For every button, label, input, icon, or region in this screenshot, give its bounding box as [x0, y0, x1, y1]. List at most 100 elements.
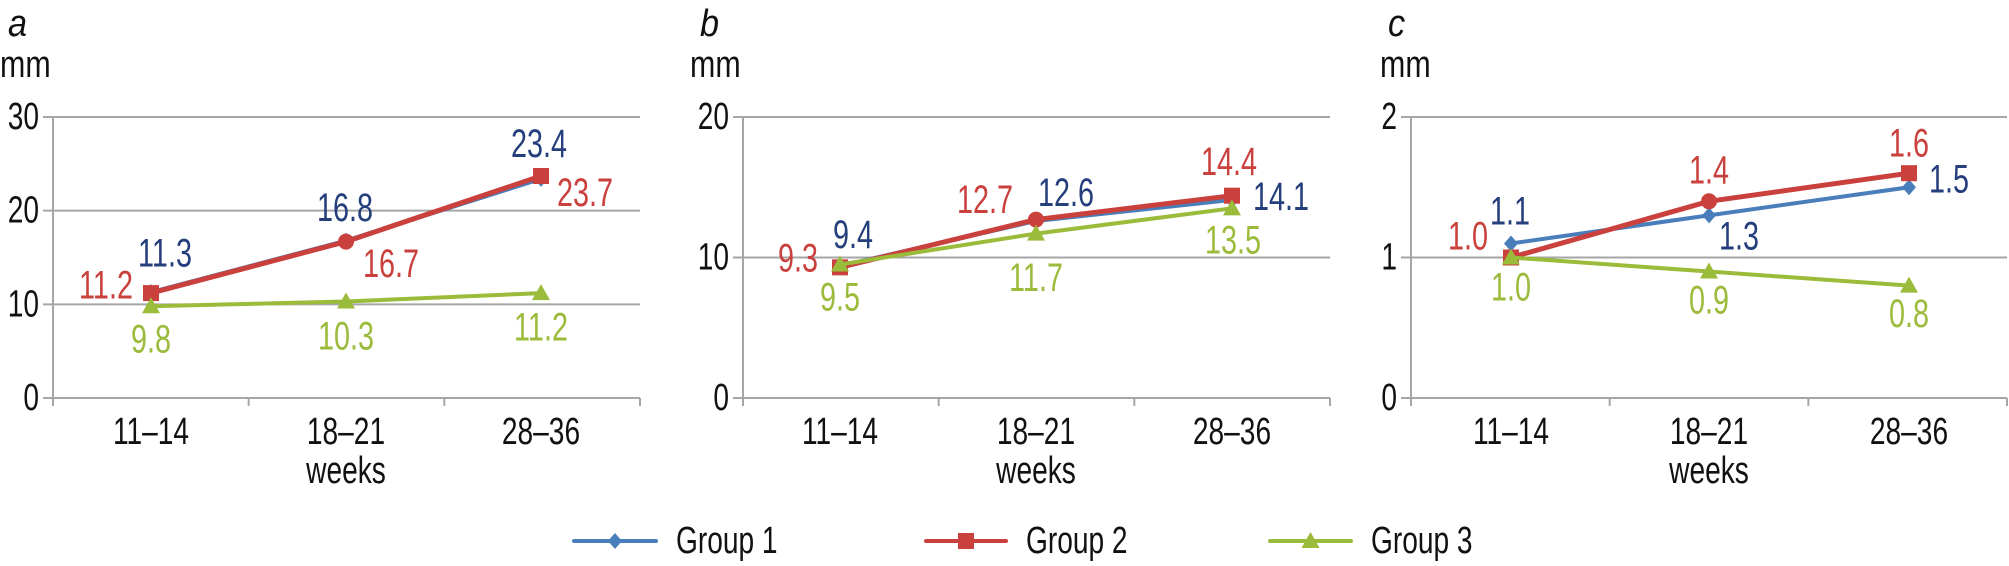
- data-label-group-1-group: 1.5: [1929, 157, 1969, 202]
- y-tick-label: 1: [1381, 236, 1397, 278]
- data-label-group-3: 0.9: [1689, 278, 1729, 323]
- data-label-group-3-group: 10.3: [318, 314, 374, 359]
- y-tick-label: 30: [8, 96, 39, 138]
- y-tick-label-group: 20: [8, 190, 39, 232]
- data-label-group-3: 10.3: [318, 314, 374, 359]
- data-point-group-1: [1902, 179, 1916, 196]
- data-label-group-3-group: 0.9: [1689, 278, 1729, 323]
- y-tick-label: 10: [698, 236, 729, 278]
- data-point-group-2: [1701, 193, 1717, 210]
- y-tick-label: 20: [8, 190, 39, 232]
- square-icon: [958, 533, 974, 549]
- legend-label: Group 3: [1371, 520, 1473, 562]
- data-point-group-3: [1027, 224, 1045, 241]
- data-label-group-1-group: 1.3: [1719, 214, 1759, 259]
- x-tick-label: 18–21: [307, 411, 385, 453]
- data-label-group-3: 9.5: [820, 275, 860, 320]
- y-tick-label-group: 0: [23, 377, 39, 419]
- data-label-group-1: 23.4: [511, 121, 567, 166]
- data-label-group-3-group: 9.8: [131, 317, 171, 362]
- y-tick-label-group: 0: [1381, 377, 1397, 419]
- x-tick-label-group: 18–21: [997, 411, 1075, 453]
- data-label-group-3: 9.8: [131, 317, 171, 362]
- data-label-group-3: 0.8: [1889, 291, 1929, 336]
- data-label-group-2: 1.4: [1689, 148, 1729, 193]
- data-point-group-3: [831, 255, 849, 272]
- data-label-group-3-group: 1.0: [1491, 265, 1531, 310]
- x-tick-label-group: 28–36: [1870, 411, 1948, 453]
- y-axis-label-group: mm: [1380, 44, 1431, 86]
- legend-label-group: Group 2: [1026, 520, 1128, 562]
- x-axis-label: weeks: [1668, 450, 1749, 492]
- x-tick-label: 11–14: [802, 411, 878, 453]
- data-point-group-3: [1900, 276, 1918, 293]
- data-point-group-2: [1224, 187, 1240, 204]
- data-label-group-3-group: 11.2: [514, 305, 568, 350]
- x-tick-label-group: 18–21: [1670, 411, 1748, 453]
- x-axis-label-group: weeks: [1668, 450, 1749, 492]
- data-label-group-2-group: 11.2: [79, 263, 133, 308]
- data-label-group-2: 23.7: [557, 171, 613, 216]
- y-tick-label: 20: [698, 96, 729, 138]
- y-tick-label-group: 1: [1381, 236, 1397, 278]
- data-label-group-2: 11.2: [79, 263, 133, 308]
- x-tick-label-group: 11–14: [1473, 411, 1549, 453]
- x-axis-label-group: weeks: [305, 450, 386, 492]
- y-axis-label: mm: [0, 44, 51, 86]
- y-tick-label-group: 30: [8, 96, 39, 138]
- data-label-group-3-group: 9.5: [820, 275, 860, 320]
- y-tick-label-group: 20: [698, 96, 729, 138]
- data-label-group-3-group: 0.8: [1889, 291, 1929, 336]
- data-label-group-3-group: 13.5: [1205, 218, 1261, 263]
- data-label-group-2: 12.7: [957, 177, 1013, 222]
- data-label-group-3: 1.0: [1491, 265, 1531, 310]
- panel-label: b: [700, 1, 719, 44]
- data-label-group-3-group: 11.7: [1009, 255, 1063, 300]
- data-label-group-1: 12.6: [1038, 171, 1094, 216]
- panel-label: a: [8, 1, 27, 44]
- y-tick-label-group: 2: [1381, 96, 1397, 138]
- data-point-group-1: [1504, 235, 1518, 252]
- x-tick-label: 11–14: [113, 411, 189, 453]
- data-label-group-2: 1.0: [1448, 214, 1488, 259]
- data-point-group-2: [338, 233, 354, 250]
- data-point-group-3: [532, 284, 550, 301]
- data-point-group-1: [1702, 207, 1716, 224]
- x-tick-label: 11–14: [1473, 411, 1549, 453]
- data-label-group-1-group: 9.4: [833, 213, 873, 258]
- data-label-group-1: 16.8: [317, 185, 373, 230]
- data-label-group-2: 14.4: [1201, 139, 1257, 184]
- panel-label-group: a: [8, 1, 27, 44]
- data-label-group-1-group: 16.8: [317, 185, 373, 230]
- y-axis-label: mm: [1380, 44, 1431, 86]
- legend-label-group: Group 3: [1371, 520, 1473, 562]
- data-point-group-3: [337, 292, 355, 309]
- x-tick-label-group: 28–36: [502, 411, 580, 453]
- x-axis-label: weeks: [305, 450, 386, 492]
- x-tick-label: 28–36: [1193, 411, 1271, 453]
- data-label-group-1-group: 11.3: [138, 231, 192, 276]
- data-label-group-2-group: 23.7: [557, 171, 613, 216]
- y-tick-label: 0: [23, 377, 39, 419]
- data-label-group-1-group: 1.1: [1490, 189, 1530, 234]
- data-label-group-1: 1.3: [1719, 214, 1759, 259]
- data-label-group-2-group: 1.6: [1889, 121, 1929, 166]
- data-label-group-1: 1.5: [1929, 157, 1969, 202]
- data-label-group-2: 9.3: [778, 236, 818, 281]
- data-label-group-2-group: 14.4: [1201, 139, 1257, 184]
- panel-label-group: b: [700, 1, 719, 44]
- panel-label: c: [1388, 1, 1405, 44]
- data-label-group-2-group: 12.7: [957, 177, 1013, 222]
- x-tick-label-group: 28–36: [1193, 411, 1271, 453]
- x-axis-label: weeks: [995, 450, 1076, 492]
- y-axis-label-group: mm: [690, 44, 741, 86]
- y-axis-label-group: mm: [0, 44, 51, 86]
- data-label-group-3: 11.2: [514, 305, 568, 350]
- data-label-group-2-group: 1.0: [1448, 214, 1488, 259]
- y-axis-label: mm: [690, 44, 741, 86]
- panel-label-group: c: [1388, 1, 1405, 44]
- data-label-group-2-group: 9.3: [778, 236, 818, 281]
- y-tick-label: 0: [1381, 377, 1397, 419]
- y-tick-label: 10: [8, 283, 39, 325]
